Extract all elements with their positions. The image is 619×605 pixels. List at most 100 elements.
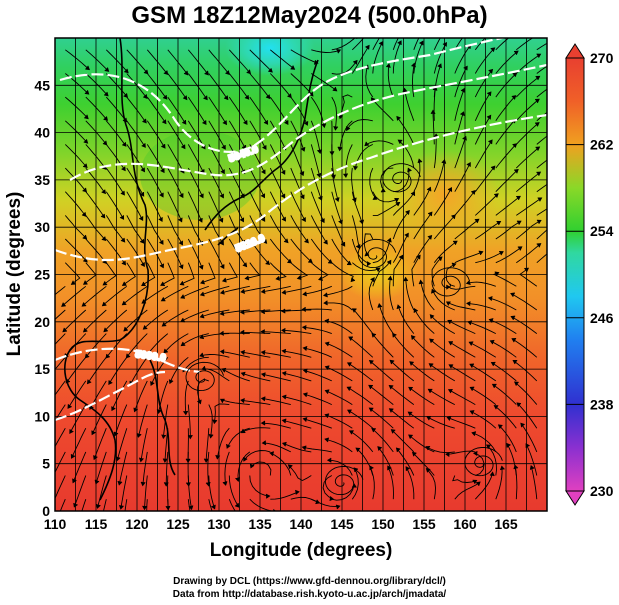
wind-arrowhead	[346, 260, 352, 266]
streamline	[105, 49, 129, 73]
streamline	[475, 221, 501, 240]
streamline	[81, 499, 87, 511]
streamline	[118, 451, 128, 485]
streamline	[184, 380, 189, 415]
wind-arrowhead	[417, 158, 423, 164]
streamline	[392, 191, 415, 216]
wind-arrowhead	[410, 335, 416, 340]
wind-arrowhead	[397, 139, 403, 144]
streamline	[351, 191, 363, 224]
streamline	[519, 267, 538, 287]
streamline	[495, 220, 522, 240]
streamline	[378, 303, 394, 334]
streamline	[167, 96, 187, 125]
wind-arrowhead	[249, 463, 255, 469]
height-contour	[55, 370, 166, 422]
vortex-spiral	[464, 447, 503, 477]
streamline	[241, 351, 271, 358]
streamline	[269, 452, 292, 476]
wind-arrowhead	[321, 123, 327, 129]
wind-arrowhead	[44, 353, 48, 357]
streamline	[428, 388, 456, 406]
colorbar-tick-label: 254	[590, 223, 614, 239]
wind-arrowhead	[408, 386, 413, 392]
streamline	[228, 475, 240, 508]
wind-arrowhead	[301, 325, 307, 330]
wind-arrowhead	[536, 219, 542, 225]
wind-arrowhead	[556, 242, 560, 246]
streamline	[220, 351, 250, 358]
streamline	[536, 111, 547, 122]
credit-data-source: Data from http://database.rish.kyoto-u.a…	[172, 589, 447, 600]
wind-arrowhead	[437, 63, 442, 69]
streamline	[352, 262, 380, 272]
wind-arrowhead	[163, 482, 169, 487]
wind-arrowhead	[115, 456, 121, 462]
wind-arrowhead	[199, 352, 204, 358]
streamline	[325, 414, 353, 429]
wind-arrowhead	[103, 116, 109, 121]
wind-arrowhead	[348, 430, 354, 435]
wind-arrowhead	[141, 143, 146, 148]
colorbar: 230 238 246 254 262 270	[565, 43, 614, 506]
wind-arrowhead	[388, 408, 394, 413]
streamline	[187, 49, 209, 76]
streamline	[85, 215, 107, 241]
streamline	[270, 49, 295, 70]
streamline	[241, 427, 271, 434]
wind-arrowhead	[75, 527, 79, 531]
streamline	[161, 285, 189, 302]
wind-arrowhead	[125, 353, 131, 359]
streamline	[495, 143, 517, 169]
streamline	[387, 63, 394, 98]
wind-arrowhead	[215, 454, 221, 460]
streamline	[495, 246, 523, 264]
wind-arrowhead	[102, 281, 108, 286]
wind-arrowhead	[101, 301, 107, 307]
streamline	[187, 191, 203, 223]
wind-arrowhead	[333, 126, 339, 131]
wind-arrowhead	[318, 276, 323, 281]
wind-arrowhead	[494, 193, 499, 198]
wind-arrowhead	[219, 398, 225, 404]
streamline	[454, 481, 481, 500]
wind-arrowhead	[386, 22, 390, 26]
streamline	[226, 427, 250, 449]
wind-arrowhead	[72, 478, 77, 484]
streamline	[454, 162, 471, 192]
wind-arrowhead	[300, 194, 305, 200]
streamline	[261, 331, 291, 335]
streamline	[144, 475, 148, 510]
wind-arrowhead	[316, 172, 322, 178]
wind-arrowhead	[143, 94, 148, 99]
streamline	[364, 140, 394, 146]
streamline	[208, 120, 226, 150]
wind-arrowhead	[150, 381, 155, 386]
wind-arrowhead	[162, 95, 168, 100]
wind-arrowhead	[427, 388, 433, 394]
streamline	[269, 73, 292, 98]
streamline	[331, 238, 352, 265]
streamline	[243, 450, 271, 462]
streamline	[495, 38, 510, 51]
streamline	[303, 347, 332, 358]
streamline	[55, 333, 66, 346]
wind-arrowhead	[159, 263, 165, 269]
wind-arrowhead	[338, 219, 343, 225]
streamline	[413, 159, 421, 192]
wind-arrowhead	[140, 167, 145, 173]
streamline	[310, 191, 325, 223]
wind-arrowhead	[324, 389, 330, 394]
wind-arrowhead	[260, 217, 266, 222]
streamline	[454, 190, 476, 216]
streamline	[372, 238, 391, 264]
streamline	[433, 187, 452, 216]
streamline	[228, 73, 250, 100]
streamline	[208, 404, 213, 438]
streamline	[269, 238, 292, 264]
streamline	[302, 308, 332, 311]
wind-arrowhead	[377, 446, 382, 451]
streamline	[282, 350, 312, 358]
wind-arrowhead	[296, 275, 302, 281]
